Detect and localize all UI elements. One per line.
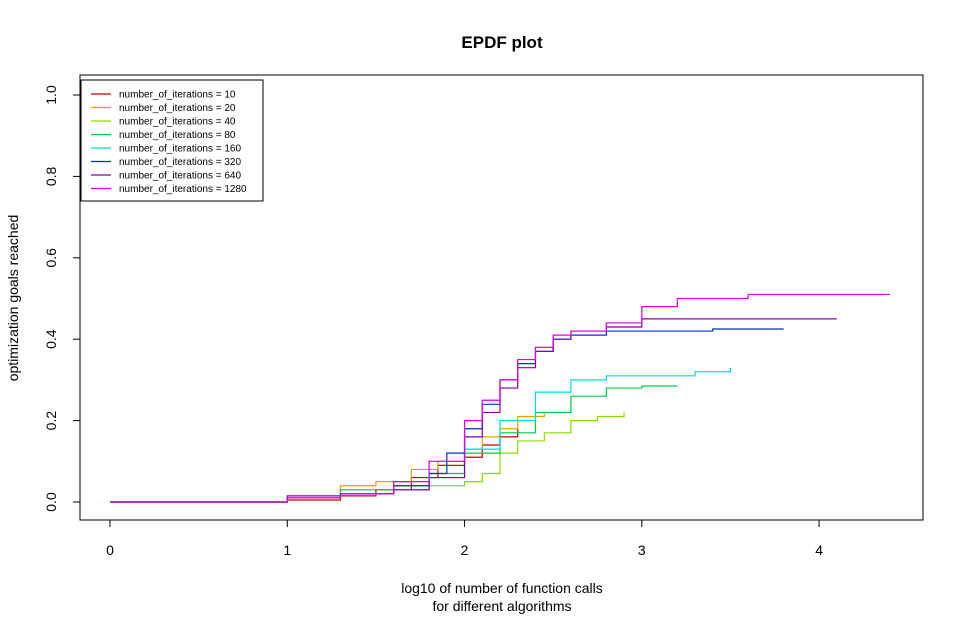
legend-label: number_of_iterations = 320 [119,157,241,168]
x-tick-label: 0 [106,542,114,558]
x-tick-label: 2 [461,542,469,558]
legend-label: number_of_iterations = 40 [119,117,236,128]
series-line-2 [110,411,571,503]
y-tick-label: 0.8 [43,166,59,186]
legend: number_of_iterations = 10 number_of_itera… [80,79,264,202]
x-tick-label: 4 [815,542,823,558]
y-tick-label: 0.6 [43,248,59,268]
y-tick-label: 0.2 [43,411,59,431]
legend-box [80,79,264,202]
y-tick-label: 0.4 [43,329,59,349]
legend-label: number_of_iterations = 20 [119,103,236,114]
x-axis-label-line-2: for different algorithms [432,598,571,614]
legend-label: number_of_iterations = 80 [119,130,236,141]
x-axis-label-line-1: log10 of number of function calls [401,580,603,596]
x-tick-label: 1 [283,542,291,558]
series-line-1 [110,428,519,503]
legend-label: number_of_iterations = 1280 [119,184,247,195]
y-axis: 0.0 0.2 0.4 0.6 0.8 1.0 [43,85,81,512]
y-tick-label: 1.0 [43,85,59,105]
x-tick-label: 3 [638,542,646,558]
y-axis-label: optimization goals reached [5,215,21,382]
legend-label: number_of_iterations = 10 [119,90,236,101]
series-line-7 [110,318,837,503]
legend-label: number_of_iterations = 160 [119,144,241,155]
y-tick-label: 0.0 [43,492,59,512]
series-line-6 [110,328,784,503]
series-line-3 [110,412,625,503]
legend-label: number_of_iterations = 640 [119,171,241,182]
x-axis: 0 1 2 3 4 [106,519,823,558]
series-layer [110,293,890,503]
series-line-8 [110,293,890,503]
chart-title: EPDF plot [461,33,543,52]
